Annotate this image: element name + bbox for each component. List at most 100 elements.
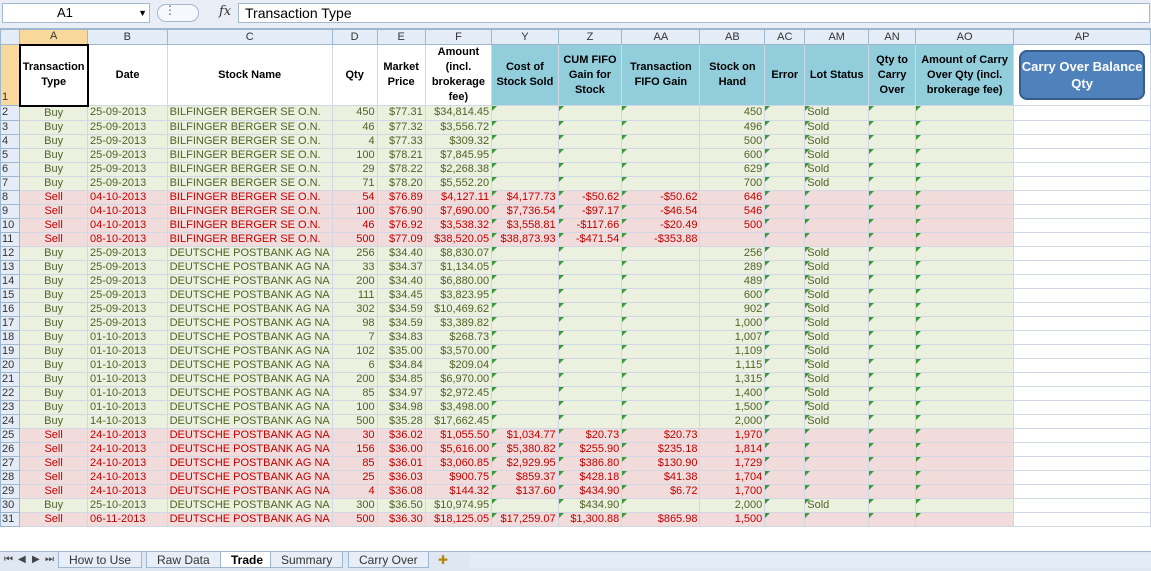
cum-fifo-gain-cell[interactable] bbox=[557, 371, 623, 387]
error-cell[interactable] bbox=[764, 217, 806, 233]
lot-status-cell[interactable]: Sold bbox=[804, 259, 870, 275]
transaction-fifo-gain-cell[interactable] bbox=[621, 315, 701, 331]
transaction-fifo-gain-cell[interactable]: $130.90 bbox=[621, 455, 701, 471]
transaction-fifo-gain-cell[interactable]: -$353.88 bbox=[621, 231, 701, 247]
market-price-cell[interactable]: $34.40 bbox=[376, 245, 426, 261]
transaction-type-cell[interactable]: Sell bbox=[19, 203, 89, 219]
transaction-type-cell[interactable]: Sell bbox=[19, 231, 89, 247]
market-price-cell[interactable]: $36.02 bbox=[376, 427, 426, 443]
empty-cell-ap[interactable] bbox=[1013, 441, 1151, 457]
error-cell[interactable] bbox=[764, 427, 806, 443]
qty-cell[interactable]: 302 bbox=[331, 301, 378, 317]
cost-sold-cell[interactable] bbox=[491, 413, 559, 429]
lot-status-cell[interactable]: Sold bbox=[804, 357, 870, 373]
carry-amount-cell[interactable] bbox=[914, 315, 1015, 331]
lot-status-cell[interactable]: Sold bbox=[804, 273, 870, 289]
amount-cell[interactable]: $10,974.95 bbox=[424, 497, 493, 513]
row-header[interactable]: 26 bbox=[0, 441, 21, 457]
lot-status-cell[interactable]: Sold bbox=[804, 133, 870, 149]
row-header[interactable]: 31 bbox=[0, 511, 21, 527]
qty-cell[interactable]: 71 bbox=[331, 175, 378, 191]
lot-status-cell[interactable]: Sold bbox=[804, 301, 870, 317]
row-header[interactable]: 2 bbox=[0, 105, 21, 121]
date-cell[interactable]: 25-09-2013 bbox=[87, 133, 168, 149]
error-cell[interactable] bbox=[764, 511, 806, 527]
empty-cell-ap[interactable] bbox=[1013, 399, 1151, 415]
header-cell[interactable]: Error bbox=[764, 44, 806, 106]
carry-qty-cell[interactable] bbox=[868, 301, 916, 317]
transaction-type-cell[interactable]: Buy bbox=[19, 133, 89, 149]
cum-fifo-gain-cell[interactable] bbox=[557, 287, 623, 303]
stock-name-cell[interactable]: DEUTSCHE POSTBANK AG NA bbox=[166, 399, 333, 415]
date-cell[interactable]: 01-10-2013 bbox=[87, 371, 168, 387]
carry-amount-cell[interactable] bbox=[914, 511, 1015, 527]
lot-status-cell[interactable] bbox=[804, 217, 870, 233]
empty-cell-ap[interactable] bbox=[1013, 259, 1151, 275]
error-cell[interactable] bbox=[764, 371, 806, 387]
row-header[interactable]: 25 bbox=[0, 427, 21, 443]
market-price-cell[interactable]: $34.97 bbox=[376, 385, 426, 401]
transaction-fifo-gain-cell[interactable]: $235.18 bbox=[621, 441, 701, 457]
stock-on-hand-cell[interactable]: 496 bbox=[699, 119, 766, 135]
cost-sold-cell[interactable] bbox=[491, 119, 559, 135]
cost-sold-cell[interactable]: $5,380.82 bbox=[491, 441, 559, 457]
stock-on-hand-cell[interactable]: 2,000 bbox=[699, 413, 766, 429]
cum-fifo-gain-cell[interactable]: -$50.62 bbox=[557, 189, 623, 205]
carry-qty-cell[interactable] bbox=[868, 343, 916, 359]
cost-sold-cell[interactable]: $2,929.95 bbox=[491, 455, 559, 471]
empty-cell-ap[interactable] bbox=[1013, 427, 1151, 443]
stock-name-cell[interactable]: DEUTSCHE POSTBANK AG NA bbox=[166, 469, 333, 485]
column-header-an[interactable]: AN bbox=[868, 29, 916, 45]
cum-fifo-gain-cell[interactable]: $20.73 bbox=[557, 427, 623, 443]
stock-on-hand-cell[interactable]: 1,704 bbox=[699, 469, 766, 485]
error-cell[interactable] bbox=[764, 329, 806, 345]
qty-cell[interactable]: 500 bbox=[331, 413, 378, 429]
transaction-fifo-gain-cell[interactable]: $41.38 bbox=[621, 469, 701, 485]
stock-on-hand-cell[interactable]: 902 bbox=[699, 301, 766, 317]
cost-sold-cell[interactable] bbox=[491, 329, 559, 345]
transaction-type-cell[interactable]: Buy bbox=[19, 301, 89, 317]
amount-cell[interactable]: $1,134.05 bbox=[424, 259, 493, 275]
amount-cell[interactable]: $10,469.62 bbox=[424, 301, 493, 317]
date-cell[interactable]: 25-09-2013 bbox=[87, 119, 168, 135]
qty-cell[interactable]: 25 bbox=[331, 469, 378, 485]
stock-on-hand-cell[interactable]: 600 bbox=[699, 287, 766, 303]
qty-cell[interactable]: 46 bbox=[331, 217, 378, 233]
row-header[interactable]: 30 bbox=[0, 497, 21, 513]
error-cell[interactable] bbox=[764, 385, 806, 401]
transaction-type-cell[interactable]: Sell bbox=[19, 217, 89, 233]
lot-status-cell[interactable] bbox=[804, 483, 870, 499]
stock-name-cell[interactable]: DEUTSCHE POSTBANK AG NA bbox=[166, 245, 333, 261]
header-cell[interactable]: Stock Name bbox=[166, 44, 333, 106]
error-cell[interactable] bbox=[764, 133, 806, 149]
date-cell[interactable]: 25-09-2013 bbox=[87, 287, 168, 303]
stock-name-cell[interactable]: DEUTSCHE POSTBANK AG NA bbox=[166, 455, 333, 471]
market-price-cell[interactable]: $34.59 bbox=[376, 315, 426, 331]
amount-cell[interactable]: $3,060.85 bbox=[424, 455, 493, 471]
cum-fifo-gain-cell[interactable]: -$97.17 bbox=[557, 203, 623, 219]
date-cell[interactable]: 01-10-2013 bbox=[87, 343, 168, 359]
market-price-cell[interactable]: $36.30 bbox=[376, 511, 426, 527]
empty-cell-ap[interactable] bbox=[1013, 413, 1151, 429]
cost-sold-cell[interactable]: $859.37 bbox=[491, 469, 559, 485]
carry-amount-cell[interactable] bbox=[914, 483, 1015, 499]
header-cell[interactable]: Date bbox=[87, 44, 168, 106]
qty-cell[interactable]: 111 bbox=[331, 287, 378, 303]
row-header[interactable]: 21 bbox=[0, 371, 21, 387]
stock-on-hand-cell[interactable]: 256 bbox=[699, 245, 766, 261]
date-cell[interactable]: 01-10-2013 bbox=[87, 357, 168, 373]
carry-qty-cell[interactable] bbox=[868, 315, 916, 331]
market-price-cell[interactable]: $36.00 bbox=[376, 441, 426, 457]
formula-splitter-handle[interactable]: ⋮ bbox=[157, 3, 199, 22]
cum-fifo-gain-cell[interactable]: $255.90 bbox=[557, 441, 623, 457]
carry-amount-cell[interactable] bbox=[914, 203, 1015, 219]
qty-cell[interactable]: 102 bbox=[331, 343, 378, 359]
transaction-fifo-gain-cell[interactable]: $20.73 bbox=[621, 427, 701, 443]
lot-status-cell[interactable] bbox=[804, 441, 870, 457]
cost-sold-cell[interactable] bbox=[491, 105, 559, 121]
qty-cell[interactable]: 29 bbox=[331, 161, 378, 177]
date-cell[interactable]: 08-10-2013 bbox=[87, 231, 168, 247]
cost-sold-cell[interactable]: $4,177.73 bbox=[491, 189, 559, 205]
row-header[interactable]: 16 bbox=[0, 301, 21, 317]
stock-name-cell[interactable]: DEUTSCHE POSTBANK AG NA bbox=[166, 357, 333, 373]
